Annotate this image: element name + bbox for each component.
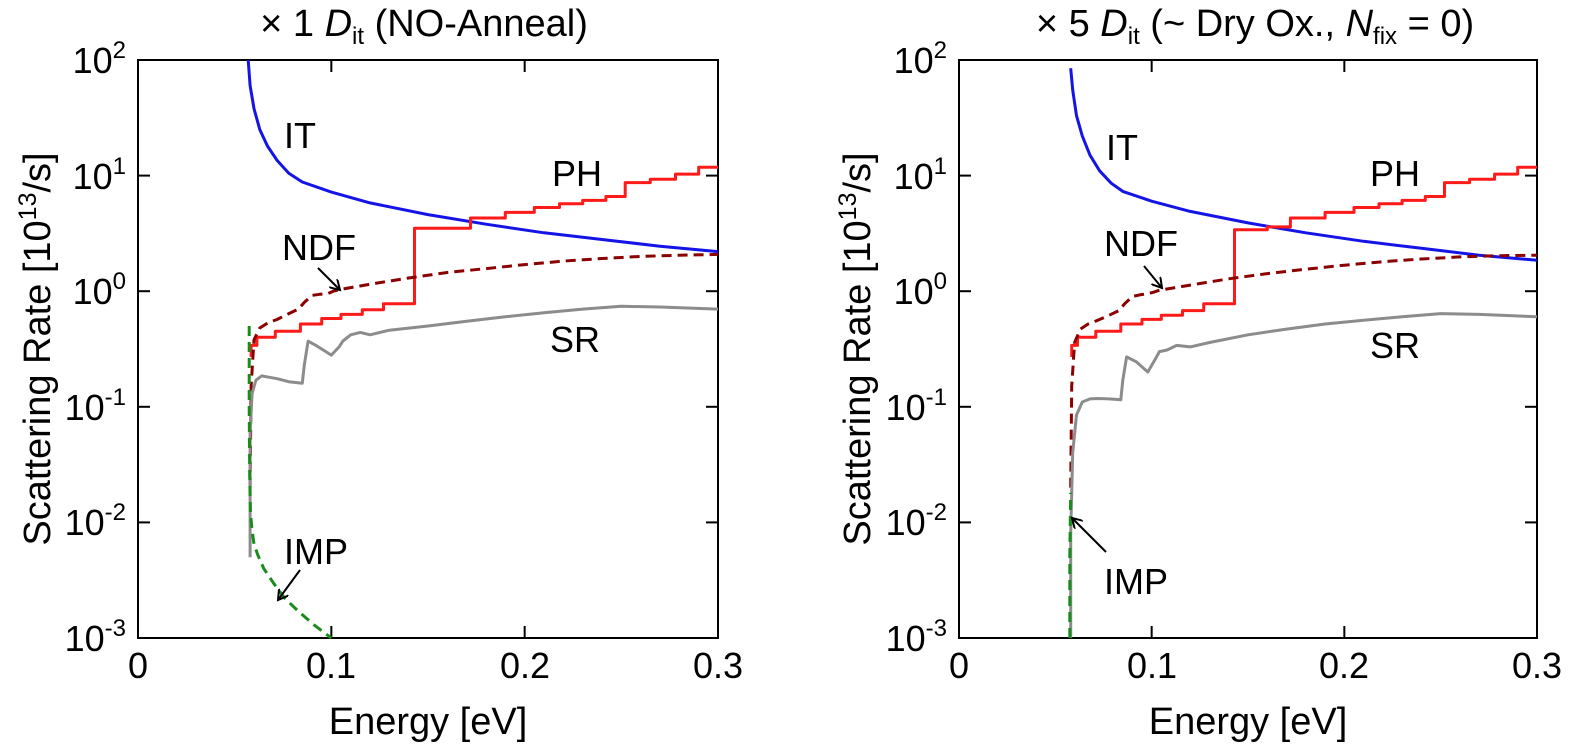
ndf-arrow bbox=[317, 267, 340, 290]
x-tick-label: 0.1 bbox=[1127, 645, 1177, 686]
x-axis-label: Energy [eV] bbox=[329, 701, 528, 743]
series-line-it bbox=[246, 59, 719, 254]
series-label-sr: SR bbox=[550, 319, 600, 360]
series-label-ph: PH bbox=[1370, 153, 1420, 194]
x-tick-label: 0 bbox=[128, 645, 148, 686]
y-tick-label: 100 bbox=[73, 268, 126, 312]
tick-marks bbox=[138, 60, 718, 638]
y-tick-label: 10-1 bbox=[65, 384, 126, 428]
plot-frame bbox=[137, 59, 719, 639]
series-line-ndf bbox=[248, 252, 719, 488]
x-tick-label: 0.2 bbox=[1319, 645, 1369, 686]
x-tick-label: 0.3 bbox=[693, 645, 743, 686]
x-tick-label: 0.2 bbox=[500, 645, 550, 686]
y-tick-label: 102 bbox=[894, 37, 947, 81]
series-label-it: IT bbox=[284, 115, 316, 156]
series-label-ndf: NDF bbox=[1104, 223, 1178, 264]
x-tick-labels: 0 0.1 0.2 0.3 bbox=[949, 645, 1562, 686]
x-tick-label: 0.3 bbox=[1512, 645, 1562, 686]
imp-arrow bbox=[278, 569, 301, 600]
y-tick-label: 101 bbox=[73, 153, 126, 197]
series-group bbox=[246, 59, 719, 640]
chart-panel-left: × 1 Dit (NO-Anneal) 0 0.1 0.2 0.3 10-3 1… bbox=[14, 3, 743, 743]
series-label-imp: IMP bbox=[1104, 561, 1168, 602]
x-tick-label: 0 bbox=[949, 645, 969, 686]
tick-marks bbox=[959, 60, 1537, 638]
y-tick-label: 101 bbox=[894, 153, 947, 197]
series-label-it: IT bbox=[1106, 127, 1138, 168]
series-line-imp bbox=[1068, 492, 1073, 638]
series-group bbox=[1068, 68, 1538, 638]
chart-panel-right: × 5 Dit (~ Dry Ox., Nfix = 0) 0 0.1 0.2 … bbox=[834, 3, 1562, 743]
y-tick-label: 102 bbox=[73, 37, 126, 81]
y-tick-label: 10-2 bbox=[886, 499, 947, 543]
series-line-sr bbox=[1069, 312, 1538, 638]
y-tick-label: 10-3 bbox=[65, 615, 126, 659]
y-tick-labels: 10-3 10-2 10-1 100 101 102 bbox=[886, 37, 947, 659]
x-axis-label: Energy [eV] bbox=[1149, 701, 1348, 743]
y-tick-label: 10-3 bbox=[886, 615, 947, 659]
x-tick-label: 0.1 bbox=[306, 645, 356, 686]
plot-frame bbox=[958, 59, 1538, 639]
chart-title: × 5 Dit (~ Dry Ox., Nfix = 0) bbox=[1036, 3, 1474, 50]
y-tick-labels: 10-3 10-2 10-1 100 101 102 bbox=[65, 37, 126, 659]
series-label-imp: IMP bbox=[284, 531, 348, 572]
y-tick-label: 10-1 bbox=[886, 384, 947, 428]
ndf-arrow bbox=[1143, 265, 1162, 288]
chart-title: × 1 Dit (NO-Anneal) bbox=[260, 3, 588, 50]
y-axis-label: Scattering Rate [1013/s] bbox=[14, 152, 59, 545]
series-line-ph bbox=[1070, 165, 1537, 357]
y-tick-label: 10-2 bbox=[65, 499, 126, 543]
imp-arrow bbox=[1072, 518, 1107, 553]
series-line-it bbox=[1069, 68, 1538, 262]
series-label-ndf: NDF bbox=[282, 227, 356, 268]
series-label-ph: PH bbox=[552, 153, 602, 194]
series-line-ph bbox=[249, 165, 718, 357]
x-tick-labels: 0 0.1 0.2 0.3 bbox=[128, 645, 743, 686]
y-tick-label: 100 bbox=[894, 268, 947, 312]
series-label-sr: SR bbox=[1370, 325, 1420, 366]
series-line-ndf bbox=[1069, 253, 1538, 488]
series-line-imp bbox=[247, 326, 333, 640]
series-line-sr bbox=[248, 304, 719, 558]
y-axis-label: Scattering Rate [1013/s] bbox=[834, 152, 879, 545]
